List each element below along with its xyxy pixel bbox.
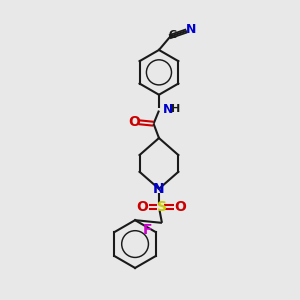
Text: H: H xyxy=(171,104,180,114)
Text: O: O xyxy=(136,200,148,214)
Text: F: F xyxy=(142,223,152,237)
Text: O: O xyxy=(128,115,140,129)
Text: N: N xyxy=(153,182,165,197)
Text: N: N xyxy=(186,23,196,36)
Text: N: N xyxy=(163,103,174,116)
Text: C: C xyxy=(169,30,177,40)
Text: S: S xyxy=(157,200,167,214)
Text: O: O xyxy=(175,200,186,214)
